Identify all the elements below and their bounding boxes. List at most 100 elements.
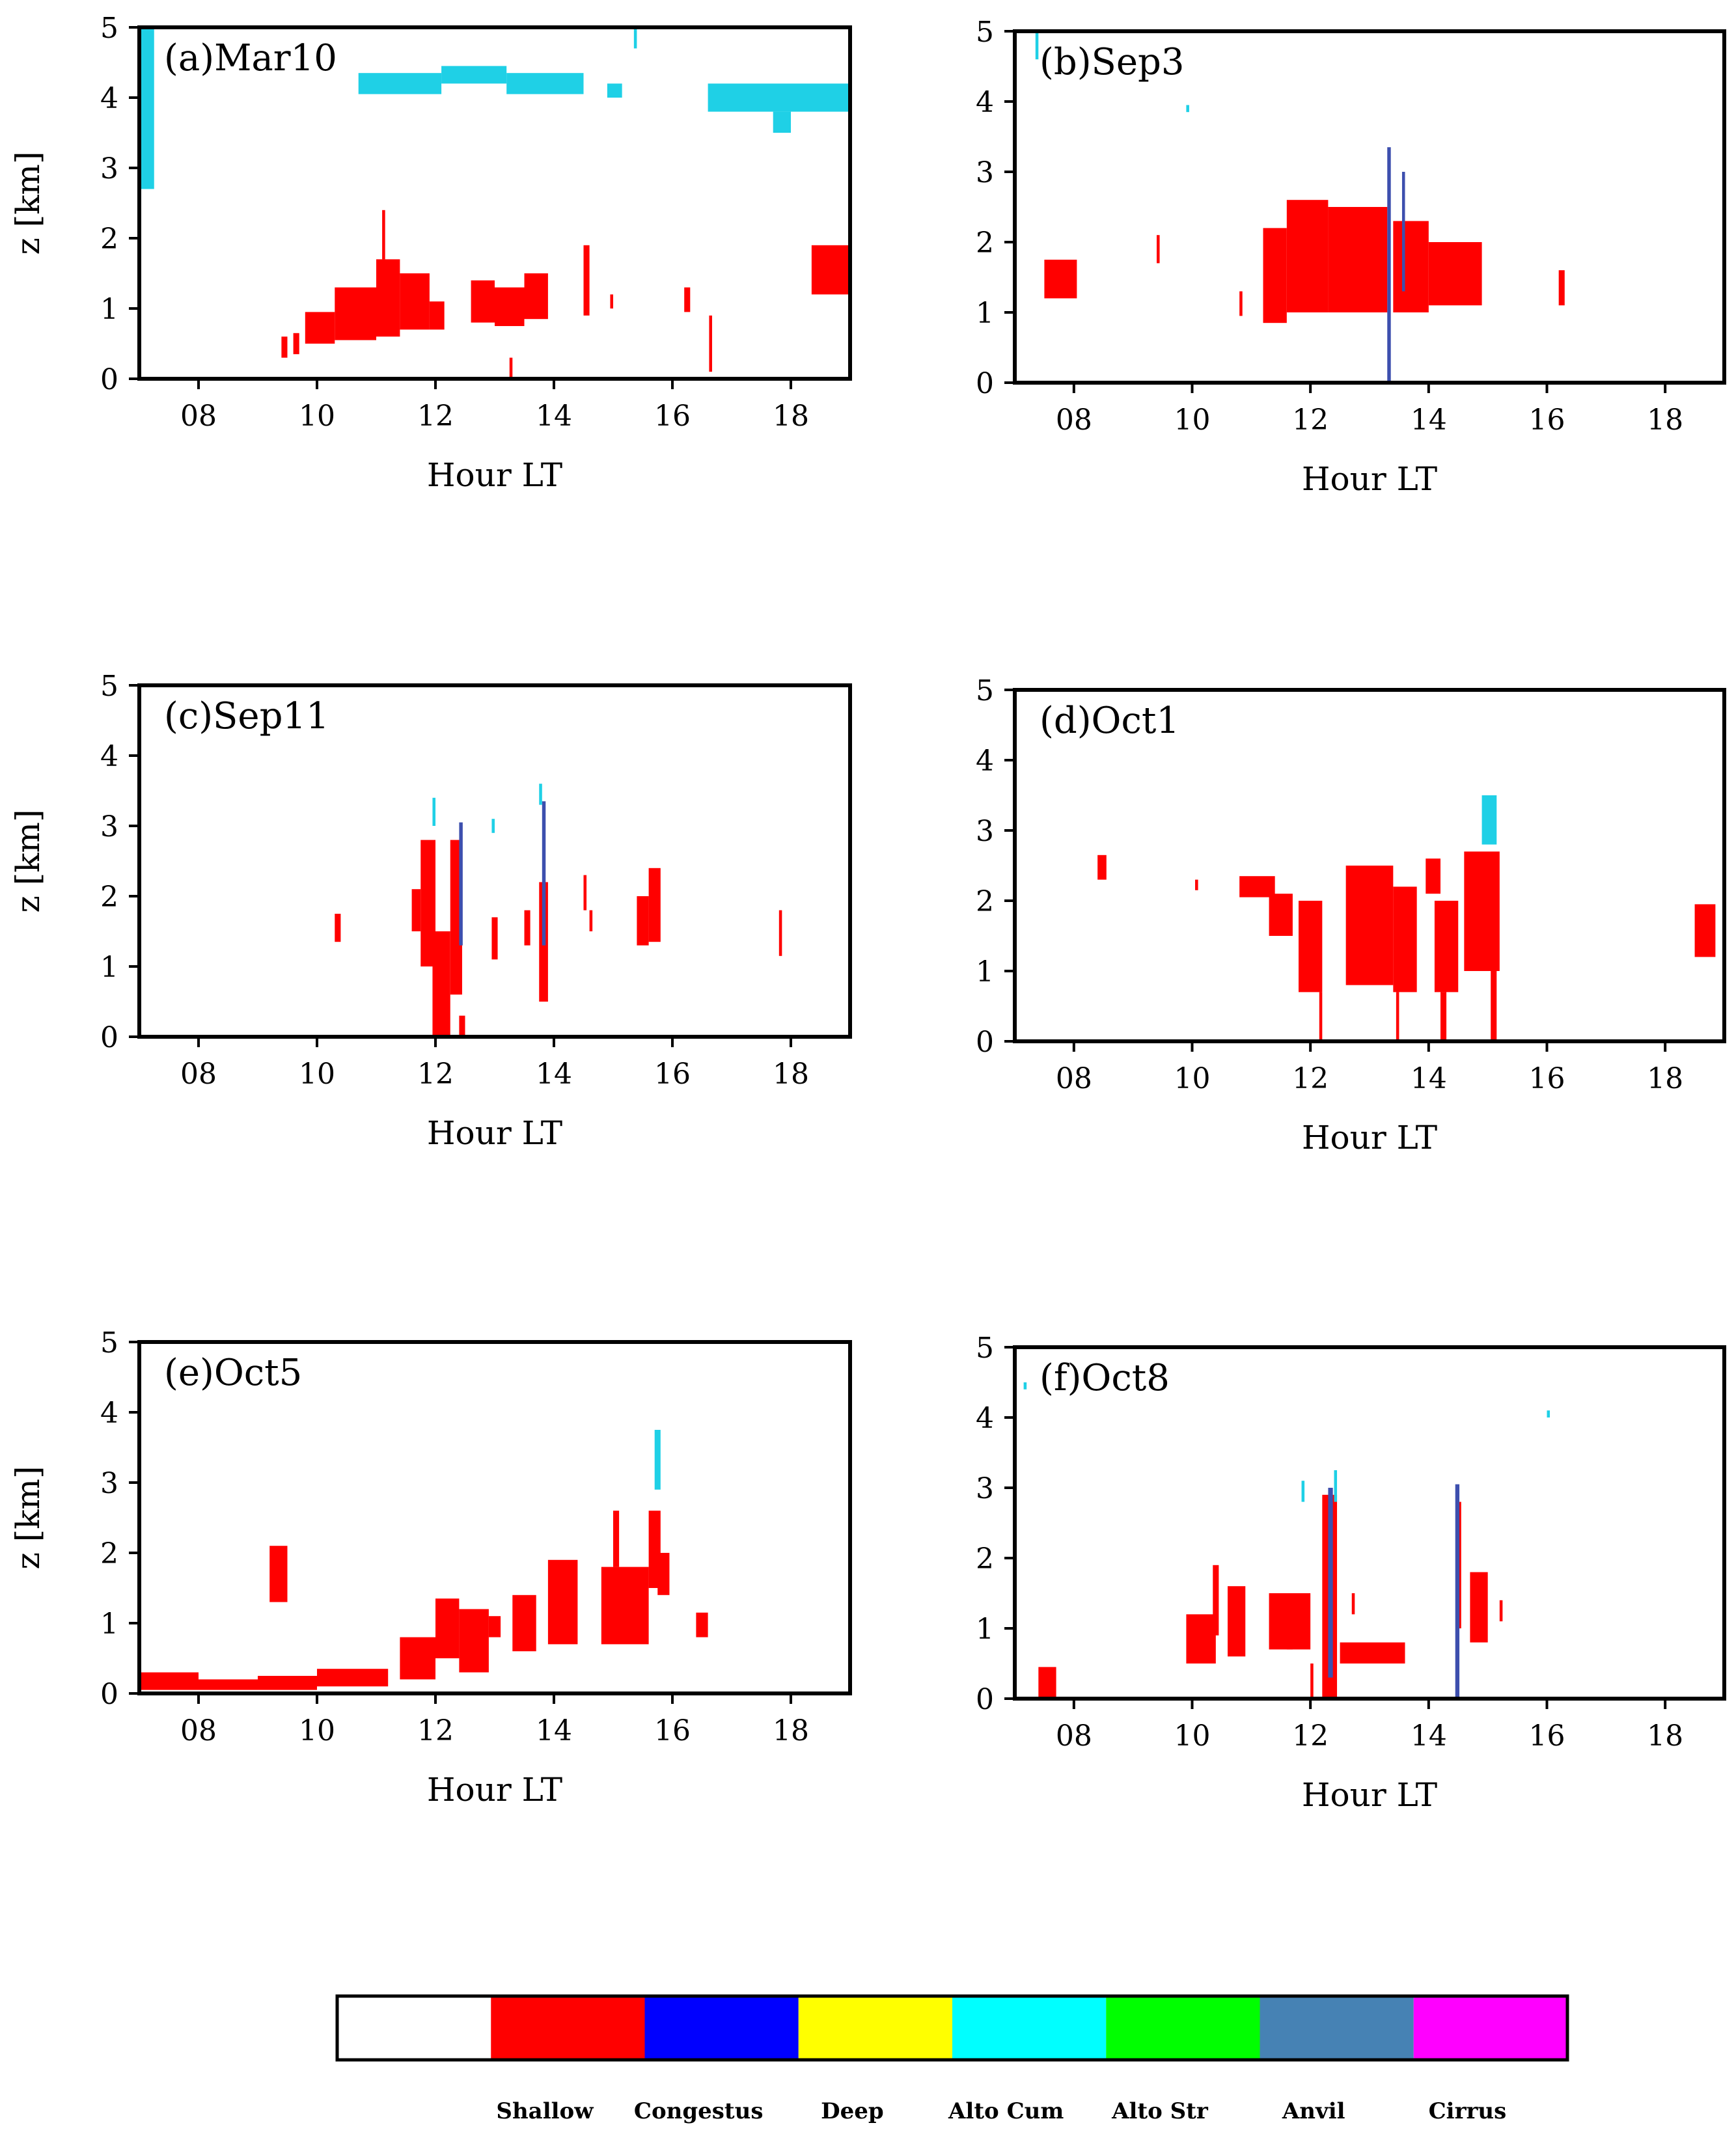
segment-shallow [1458, 1501, 1461, 1628]
colorbar-swatch-congestus [644, 1996, 799, 2060]
segment-shallow [1345, 866, 1394, 985]
segment-shallow [1464, 851, 1500, 971]
segment-shallow [1239, 876, 1275, 897]
x-tick-label: 10 [1174, 404, 1211, 437]
colorbar-swatch-deep [798, 1996, 952, 2060]
segment-shallow [495, 287, 525, 326]
segment-shallow [1213, 1565, 1219, 1636]
segment-alto-cum [1481, 795, 1497, 845]
segment-shallow [199, 1679, 258, 1690]
segment-shallow [435, 1598, 460, 1658]
segment-shallow [293, 333, 299, 355]
segment-shallow [1044, 260, 1077, 299]
y-tick-label: 3 [976, 156, 994, 189]
segment-shallow [1428, 242, 1482, 306]
y-tick-label: 2 [976, 226, 994, 260]
y-tick-label: 1 [100, 1608, 118, 1641]
segment-shallow [269, 1546, 288, 1602]
x-tick-label: 12 [417, 1714, 454, 1747]
segment-alto-cum [1035, 31, 1039, 60]
segment-shallow [601, 1567, 649, 1645]
segment-shallow [648, 868, 661, 942]
x-tick-label: 16 [654, 1714, 691, 1747]
segment-alto-cum [139, 27, 154, 189]
y-tick-label: 3 [100, 1467, 118, 1500]
y-tick-label: 2 [100, 223, 118, 256]
segment-shallow [524, 273, 548, 320]
y-tick-label: 4 [976, 1402, 994, 1435]
x-tick-label: 14 [536, 1714, 572, 1747]
x-tick-label: 18 [1647, 1062, 1683, 1095]
y-tick-label: 3 [100, 152, 118, 185]
segment-alto-cum [432, 797, 435, 826]
cloud-segments [1097, 795, 1716, 1041]
x-tick-label: 14 [536, 400, 572, 433]
x-tick-label: 16 [1529, 1062, 1565, 1095]
segment-shallow [512, 1595, 536, 1652]
x-tick-label: 18 [773, 1058, 809, 1091]
segment-shallow [1426, 858, 1440, 894]
segment-shallow [376, 259, 400, 337]
y-tick-label: 0 [976, 367, 994, 400]
y-tick-label: 1 [976, 297, 994, 330]
colorbar-label: Shallow [496, 2098, 594, 2124]
segment-alto-cum [441, 66, 507, 84]
segment-shallow [411, 889, 421, 931]
y-tick-label: 3 [100, 810, 118, 843]
colorbar-swatch-alto-cum [952, 1996, 1107, 2060]
segment-shallow [1228, 1586, 1246, 1657]
segment-alto-cum [708, 83, 850, 112]
y-tick-label: 0 [100, 1021, 118, 1054]
y-tick-label: 0 [976, 1683, 994, 1716]
x-tick-label: 14 [536, 1058, 572, 1091]
x-tick-label: 18 [1647, 404, 1683, 437]
segment-shallow [524, 910, 530, 946]
panel-title: (a)Mar10 [164, 37, 337, 79]
segment-shallow [589, 910, 593, 931]
segment-shallow [1038, 1667, 1056, 1699]
segment-shallow [509, 357, 513, 379]
colorbar-label: Cirrus [1429, 2098, 1507, 2124]
x-tick-label: 14 [1411, 1719, 1447, 1753]
y-tick-label: 2 [976, 1542, 994, 1576]
x-tick-label: 08 [180, 400, 217, 433]
x-tick-label: 18 [1647, 1719, 1683, 1753]
segment-anvil [1387, 147, 1391, 383]
segment-shallow [696, 1612, 708, 1637]
y-tick-label: 1 [100, 951, 118, 984]
segment-anvil [1328, 1488, 1333, 1678]
y-tick-label: 5 [100, 1326, 118, 1360]
segment-alto-cum [491, 819, 495, 833]
segment-shallow [547, 1559, 578, 1645]
segment-shallow [1286, 1593, 1311, 1650]
cloud-segments [335, 784, 782, 1037]
x-tick-label: 12 [1292, 404, 1329, 437]
segment-shallow [613, 1511, 620, 1567]
segment-alto-cum [1334, 1470, 1338, 1502]
segment-shallow [139, 1672, 199, 1690]
segment-alto-cum [633, 27, 637, 49]
y-tick-label: 1 [100, 293, 118, 326]
segment-shallow [1239, 291, 1243, 316]
segment-shallow [459, 1609, 489, 1673]
x-axis-label: Hour LT [427, 1114, 562, 1152]
segment-shallow [1491, 957, 1497, 1041]
y-tick-label: 0 [100, 1678, 118, 1711]
panel-title: (b)Sep3 [1040, 41, 1185, 83]
x-axis-label: Hour LT [1302, 1119, 1437, 1157]
segment-shallow [1269, 894, 1293, 936]
x-axis-label: Hour LT [1302, 460, 1437, 498]
x-axis-label: Hour LT [1302, 1776, 1437, 1814]
colorbar: Shallow Congestus Deep Alto Cum Alto Str Anvi… [335, 1994, 1569, 2124]
segment-alto-cum [1023, 1382, 1027, 1390]
segment-shallow [432, 931, 450, 1037]
y-tick-label: 2 [976, 885, 994, 918]
x-tick-label: 16 [1529, 1719, 1565, 1753]
segment-anvil [542, 801, 546, 946]
colorbar-label: Deep [821, 2098, 884, 2124]
